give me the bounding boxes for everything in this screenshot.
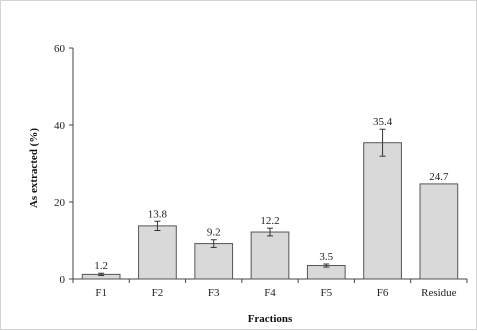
bars-group (81, 142, 459, 280)
data-label: 1.2 (94, 260, 108, 272)
data-label: 35.4 (373, 116, 393, 128)
x-tick-label: F4 (264, 287, 276, 299)
data-label: 12.2 (260, 215, 279, 227)
x-tick-label: Residue (421, 287, 457, 299)
y-tick-label: 20 (54, 197, 66, 209)
y-tick-label: 0 (60, 274, 66, 286)
data-label: 9.2 (207, 227, 221, 239)
x-axis: F1 F2 F3 F4 F5 F6 Residue (72, 278, 468, 299)
y-axis-title: As extracted (%) (28, 128, 40, 208)
x-tick-label: F5 (320, 287, 332, 299)
data-label: 24.7 (429, 171, 449, 183)
data-label: 3.5 (319, 251, 333, 263)
data-label: 13.8 (148, 208, 168, 220)
data-labels-group: 1.2 13.8 9.2 12.2 3.5 35.4 24.7 (94, 116, 449, 272)
x-tick-label: F2 (152, 287, 164, 299)
bar-f4 (250, 231, 290, 280)
x-tick-label: F6 (377, 287, 389, 299)
y-axis: 0 20 40 60 (54, 43, 74, 286)
bar-f2 (138, 225, 177, 280)
x-tick-label: F3 (208, 287, 220, 299)
bar-residue (419, 183, 459, 280)
y-tick-label: 60 (54, 43, 66, 55)
y-tick-label: 40 (54, 120, 66, 132)
bar-f3 (194, 243, 234, 280)
x-tick-label: F1 (95, 287, 107, 299)
bar-f6 (363, 142, 402, 280)
error-bars-group (98, 128, 386, 277)
x-axis-title: Fractions (248, 313, 293, 325)
